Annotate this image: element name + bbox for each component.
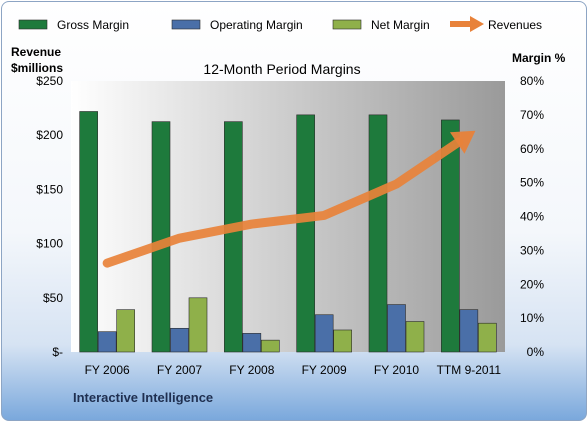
- category-label: FY 2007: [157, 363, 202, 377]
- bar-operating-margin-fy-2009: [314, 314, 334, 353]
- category-label: FY 2010: [374, 363, 419, 377]
- left-axis-unit-label: $millions: [11, 61, 63, 75]
- bar-net-margin-fy-2009: [333, 329, 352, 353]
- legend-label-operating-margin: Operating Margin: [210, 18, 303, 32]
- bar-net-margin-fy-2010: [405, 321, 425, 353]
- revenue-line: [102, 137, 464, 268]
- left-tick-label: $50: [43, 291, 63, 305]
- bar-operating-margin-fy-2010: [387, 304, 406, 353]
- right-tick-label: 60%: [520, 142, 544, 156]
- bar-gross-margin-ttm-9-2011: [441, 119, 460, 353]
- chart-title: 12-Month Period Margins: [203, 61, 360, 77]
- legend-label-net-margin: Net Margin: [371, 18, 430, 32]
- legend-swatch-operating-margin: [171, 19, 201, 30]
- bar-net-margin-fy-2008: [261, 339, 280, 353]
- bar-net-margin-ttm-9-2011: [478, 322, 497, 353]
- footer-company-name: Interactive Intelligence: [73, 390, 213, 405]
- right-tick-label: 10%: [520, 311, 544, 325]
- right-tick-label: 0%: [527, 345, 545, 359]
- right-tick-label: 40%: [520, 210, 544, 224]
- bar-gross-margin-fy-2009: [296, 114, 315, 353]
- right-tick-label: 30%: [520, 243, 544, 257]
- category-label: FY 2008: [229, 363, 274, 377]
- right-tick-label: 50%: [520, 176, 544, 190]
- right-tick-label: 80%: [520, 74, 544, 88]
- left-tick-label: $250: [36, 74, 63, 88]
- bar-gross-margin-fy-2010: [368, 114, 388, 353]
- legend: Gross Margin Operating Margin Net Margin Re…: [18, 16, 542, 32]
- left-tick-label: $200: [36, 128, 63, 142]
- legend-arrow-icon: [470, 16, 484, 32]
- right-tick-label: 70%: [520, 108, 544, 122]
- legend-label-revenues: Revenues: [488, 18, 542, 32]
- bar-gross-margin-fy-2007: [151, 121, 171, 353]
- left-tick-label: $100: [36, 237, 63, 251]
- bar-gross-margin-fy-2008: [224, 121, 243, 353]
- right-tick-label: 20%: [520, 277, 544, 291]
- right-axis-label: Margin %: [512, 51, 566, 65]
- category-label: TTM 9-2011: [437, 363, 502, 377]
- bar-operating-margin-fy-2008: [242, 333, 262, 353]
- legend-swatch-net-margin: [332, 19, 362, 30]
- bar-operating-margin-fy-2007: [170, 327, 189, 353]
- bar-net-margin-fy-2007: [188, 297, 208, 353]
- legend-label-gross-margin: Gross Margin: [57, 18, 129, 32]
- bar-operating-margin-fy-2006: [97, 331, 117, 353]
- bar-net-margin-fy-2006: [116, 309, 135, 353]
- bar-gross-margin-fy-2006: [79, 111, 98, 353]
- left-tick-label: $-: [52, 345, 63, 359]
- left-axis-label: Revenue: [11, 45, 61, 59]
- bar-operating-margin-ttm-9-2011: [459, 309, 479, 353]
- category-label: FY 2009: [302, 363, 347, 377]
- left-tick-label: $150: [36, 182, 63, 196]
- revenue-arrowhead: [449, 130, 476, 154]
- category-label: FY 2006: [85, 363, 130, 377]
- legend-swatch-gross-margin: [18, 19, 48, 30]
